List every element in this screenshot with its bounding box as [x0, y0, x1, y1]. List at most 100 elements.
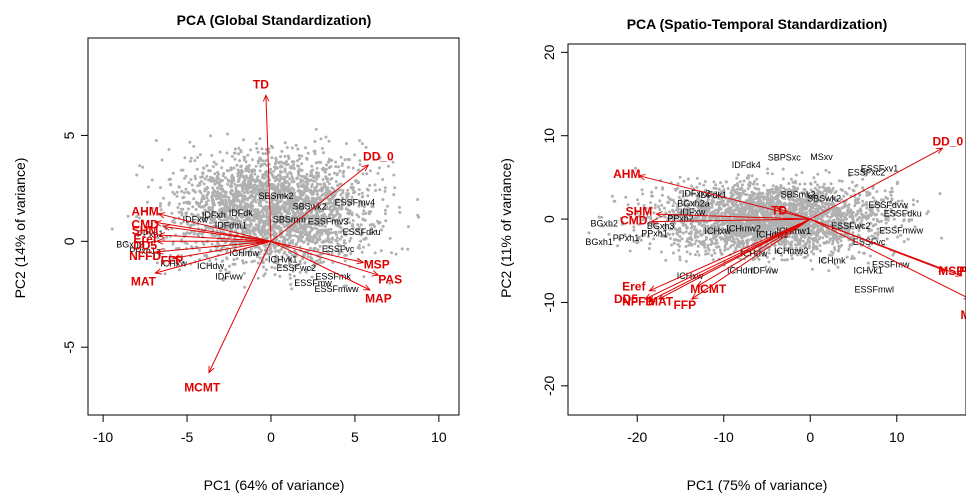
observation-point — [640, 188, 644, 192]
observation-point — [369, 231, 372, 235]
observation-point — [327, 182, 331, 186]
unit-label: ESSFdku — [343, 227, 381, 237]
observation-point — [723, 246, 727, 249]
observation-point — [250, 260, 254, 264]
observation-point — [297, 173, 301, 177]
observation-point — [221, 159, 225, 163]
observation-point — [296, 176, 300, 180]
observation-point — [237, 171, 241, 175]
observation-point — [232, 198, 236, 202]
observation-point — [822, 182, 826, 186]
observation-point — [318, 234, 322, 238]
observation-point — [258, 256, 262, 260]
observation-point — [244, 260, 248, 264]
observation-point — [212, 188, 216, 192]
observation-point — [655, 216, 659, 220]
observation-point — [847, 247, 851, 251]
observation-point — [671, 251, 675, 255]
observation-point — [244, 160, 248, 164]
observation-point — [365, 187, 369, 191]
observation-point — [287, 156, 291, 160]
observation-point — [264, 152, 268, 156]
observation-point — [263, 272, 267, 276]
observation-point — [668, 197, 672, 201]
observation-point — [325, 177, 329, 180]
observation-point — [201, 194, 205, 197]
observation-point — [862, 251, 865, 255]
observation-point — [308, 246, 312, 250]
observation-point — [265, 212, 269, 216]
observation-point — [345, 253, 348, 257]
observation-point — [803, 182, 807, 186]
observation-point — [199, 175, 203, 179]
observation-point — [289, 259, 292, 263]
observation-point — [215, 197, 219, 201]
observation-point — [225, 257, 229, 261]
observation-point — [839, 188, 843, 191]
observation-point — [293, 234, 297, 238]
observation-point — [358, 163, 362, 166]
observation-point — [332, 171, 336, 175]
observation-point — [725, 241, 729, 245]
observation-point — [671, 232, 675, 236]
observation-point — [200, 196, 204, 200]
observation-point — [857, 250, 861, 254]
observation-point — [200, 232, 204, 236]
observation-point — [871, 196, 875, 200]
observation-point — [734, 233, 738, 237]
observation-point — [189, 178, 193, 181]
observation-point — [321, 178, 325, 181]
observation-point — [299, 232, 303, 236]
observation-point — [726, 247, 730, 251]
observation-point — [225, 271, 229, 275]
observation-point — [303, 175, 307, 179]
observation-point — [267, 228, 270, 232]
pca-global-panel: PCA (Global Standardization) SBSmk2SBSwk… — [12, 12, 460, 493]
observation-point — [368, 183, 372, 187]
observation-point — [198, 248, 202, 252]
observation-point — [273, 245, 277, 249]
observation-point — [349, 186, 353, 189]
observation-point — [141, 219, 145, 223]
observation-point — [837, 179, 841, 183]
observation-point — [291, 269, 295, 273]
observation-point — [262, 265, 265, 269]
observation-point — [254, 164, 258, 168]
observation-point — [839, 239, 843, 243]
observation-point — [850, 180, 854, 184]
observation-point — [816, 172, 820, 176]
observation-point — [697, 253, 701, 257]
observation-point — [258, 169, 262, 173]
observation-point — [167, 178, 171, 181]
observation-point — [198, 202, 202, 206]
observation-point — [814, 207, 818, 211]
observation-point — [211, 165, 215, 169]
observation-point — [247, 164, 251, 167]
observation-point — [282, 264, 286, 268]
observation-point — [218, 191, 222, 195]
observation-point — [215, 194, 219, 198]
observation-point — [341, 162, 344, 166]
observation-point — [266, 236, 270, 240]
observation-point — [209, 134, 213, 138]
observation-point — [177, 210, 181, 214]
observation-point — [688, 236, 691, 240]
observation-point — [831, 242, 835, 246]
observation-point — [343, 158, 347, 162]
observation-point — [712, 222, 716, 226]
observation-point — [233, 147, 237, 151]
observation-point — [217, 201, 221, 205]
observation-point — [719, 237, 723, 241]
observation-point — [272, 169, 276, 173]
observation-point — [320, 232, 324, 236]
observation-point — [176, 206, 180, 209]
observation-point — [237, 152, 241, 156]
observation-point — [349, 236, 353, 240]
observation-point — [624, 195, 628, 199]
observation-point — [252, 189, 256, 193]
observation-point — [169, 182, 172, 186]
observation-point — [710, 253, 714, 257]
observation-point — [326, 234, 330, 237]
observation-point — [417, 215, 421, 219]
observation-point — [768, 192, 772, 196]
